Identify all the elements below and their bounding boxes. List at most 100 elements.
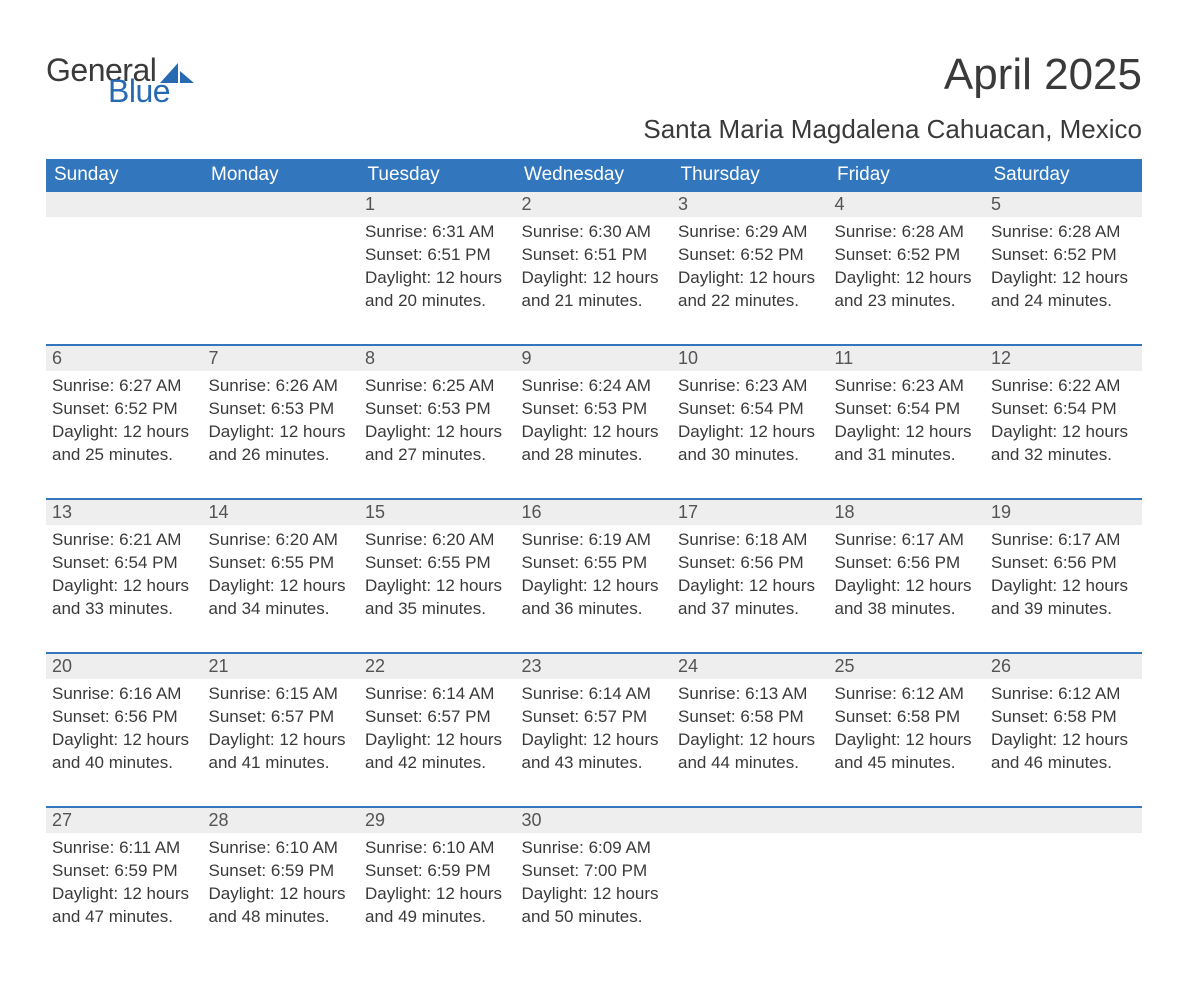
day-header: Friday (829, 159, 986, 192)
day-number-cell (672, 807, 829, 833)
location: Santa Maria Magdalena Cahuacan, Mexico (643, 114, 1142, 145)
day-number-cell: 24 (672, 653, 829, 679)
sunset-line: Sunset: 6:59 PM (52, 860, 197, 883)
sunset-line: Sunset: 6:57 PM (522, 706, 667, 729)
day-content-row: Sunrise: 6:16 AMSunset: 6:56 PMDaylight:… (46, 679, 1142, 807)
day-number-cell: 1 (359, 192, 516, 217)
daylight-line: Daylight: 12 hours and 44 minutes. (678, 729, 823, 775)
sunrise-line: Sunrise: 6:28 AM (835, 221, 980, 244)
day-header: Thursday (672, 159, 829, 192)
day-content-cell (46, 217, 203, 345)
daylight-line: Daylight: 12 hours and 24 minutes. (991, 267, 1136, 313)
day-header: Tuesday (359, 159, 516, 192)
sunset-line: Sunset: 6:58 PM (991, 706, 1136, 729)
sunrise-line: Sunrise: 6:21 AM (52, 529, 197, 552)
daylight-line: Daylight: 12 hours and 36 minutes. (522, 575, 667, 621)
sunrise-line: Sunrise: 6:27 AM (52, 375, 197, 398)
sunset-line: Sunset: 6:54 PM (52, 552, 197, 575)
logo: General Blue (46, 56, 194, 106)
day-number-cell: 21 (203, 653, 360, 679)
day-number-cell: 13 (46, 499, 203, 525)
day-content-row: Sunrise: 6:11 AMSunset: 6:59 PMDaylight:… (46, 833, 1142, 961)
day-content-cell: Sunrise: 6:17 AMSunset: 6:56 PMDaylight:… (985, 525, 1142, 653)
day-number-cell: 12 (985, 345, 1142, 371)
day-content-row: Sunrise: 6:21 AMSunset: 6:54 PMDaylight:… (46, 525, 1142, 653)
daylight-line: Daylight: 12 hours and 20 minutes. (365, 267, 510, 313)
daylight-line: Daylight: 12 hours and 50 minutes. (522, 883, 667, 929)
daylight-line: Daylight: 12 hours and 31 minutes. (835, 421, 980, 467)
day-content-row: Sunrise: 6:31 AMSunset: 6:51 PMDaylight:… (46, 217, 1142, 345)
daynum-row: 27282930 (46, 807, 1142, 833)
day-header: Saturday (985, 159, 1142, 192)
day-content-cell: Sunrise: 6:30 AMSunset: 6:51 PMDaylight:… (516, 217, 673, 345)
day-number-cell: 23 (516, 653, 673, 679)
day-content-cell (829, 833, 986, 961)
day-number-cell: 22 (359, 653, 516, 679)
sunrise-line: Sunrise: 6:12 AM (991, 683, 1136, 706)
day-content-cell: Sunrise: 6:17 AMSunset: 6:56 PMDaylight:… (829, 525, 986, 653)
sunrise-line: Sunrise: 6:09 AM (522, 837, 667, 860)
sunset-line: Sunset: 6:53 PM (365, 398, 510, 421)
day-content-cell: Sunrise: 6:22 AMSunset: 6:54 PMDaylight:… (985, 371, 1142, 499)
sunset-line: Sunset: 6:51 PM (522, 244, 667, 267)
day-number-cell: 5 (985, 192, 1142, 217)
day-number-cell: 2 (516, 192, 673, 217)
day-content-cell: Sunrise: 6:11 AMSunset: 6:59 PMDaylight:… (46, 833, 203, 961)
day-content-cell (672, 833, 829, 961)
sunset-line: Sunset: 6:54 PM (835, 398, 980, 421)
sunrise-line: Sunrise: 6:30 AM (522, 221, 667, 244)
day-content-cell (203, 217, 360, 345)
day-number-cell: 11 (829, 345, 986, 371)
daylight-line: Daylight: 12 hours and 22 minutes. (678, 267, 823, 313)
logo-text-blue: Blue (108, 77, 194, 106)
sunrise-line: Sunrise: 6:25 AM (365, 375, 510, 398)
day-number-cell: 29 (359, 807, 516, 833)
daynum-row: 12345 (46, 192, 1142, 217)
daylight-line: Daylight: 12 hours and 37 minutes. (678, 575, 823, 621)
day-content-cell: Sunrise: 6:24 AMSunset: 6:53 PMDaylight:… (516, 371, 673, 499)
sunset-line: Sunset: 6:55 PM (522, 552, 667, 575)
sunset-line: Sunset: 6:53 PM (209, 398, 354, 421)
day-number-cell (829, 807, 986, 833)
day-content-cell: Sunrise: 6:15 AMSunset: 6:57 PMDaylight:… (203, 679, 360, 807)
day-number-cell: 18 (829, 499, 986, 525)
day-content-cell: Sunrise: 6:19 AMSunset: 6:55 PMDaylight:… (516, 525, 673, 653)
daylight-line: Daylight: 12 hours and 23 minutes. (835, 267, 980, 313)
sunset-line: Sunset: 6:56 PM (835, 552, 980, 575)
daylight-line: Daylight: 12 hours and 43 minutes. (522, 729, 667, 775)
day-number-cell: 7 (203, 345, 360, 371)
daynum-row: 20212223242526 (46, 653, 1142, 679)
day-content-cell (985, 833, 1142, 961)
day-content-cell: Sunrise: 6:12 AMSunset: 6:58 PMDaylight:… (829, 679, 986, 807)
daylight-line: Daylight: 12 hours and 21 minutes. (522, 267, 667, 313)
day-number-cell: 10 (672, 345, 829, 371)
title-block: April 2025 Santa Maria Magdalena Cahuaca… (643, 40, 1142, 155)
sunset-line: Sunset: 6:54 PM (678, 398, 823, 421)
daylight-line: Daylight: 12 hours and 27 minutes. (365, 421, 510, 467)
sunset-line: Sunset: 6:51 PM (365, 244, 510, 267)
day-number-cell (203, 192, 360, 217)
sunrise-line: Sunrise: 6:16 AM (52, 683, 197, 706)
sunrise-line: Sunrise: 6:20 AM (209, 529, 354, 552)
daylight-line: Daylight: 12 hours and 42 minutes. (365, 729, 510, 775)
sunset-line: Sunset: 6:55 PM (209, 552, 354, 575)
sunset-line: Sunset: 7:00 PM (522, 860, 667, 883)
day-content-cell: Sunrise: 6:14 AMSunset: 6:57 PMDaylight:… (516, 679, 673, 807)
sunrise-line: Sunrise: 6:31 AM (365, 221, 510, 244)
daylight-line: Daylight: 12 hours and 32 minutes. (991, 421, 1136, 467)
day-number-cell: 30 (516, 807, 673, 833)
sunset-line: Sunset: 6:52 PM (52, 398, 197, 421)
day-number-cell: 16 (516, 499, 673, 525)
day-content-cell: Sunrise: 6:09 AMSunset: 7:00 PMDaylight:… (516, 833, 673, 961)
day-content-row: Sunrise: 6:27 AMSunset: 6:52 PM Daylight:… (46, 371, 1142, 499)
daylight-line: Daylight: 12 hours and 46 minutes. (991, 729, 1136, 775)
daylight-line: Daylight: 12 hours and 33 minutes. (52, 575, 197, 621)
sunrise-line: Sunrise: 6:28 AM (991, 221, 1136, 244)
day-content-cell: Sunrise: 6:20 AMSunset: 6:55 PMDaylight:… (359, 525, 516, 653)
day-content-cell: Sunrise: 6:31 AMSunset: 6:51 PMDaylight:… (359, 217, 516, 345)
daylight-line: Daylight: 12 hours and 35 minutes. (365, 575, 510, 621)
day-content-cell: Sunrise: 6:26 AMSunset: 6:53 PMDaylight:… (203, 371, 360, 499)
sunset-line: Sunset: 6:56 PM (991, 552, 1136, 575)
sunset-line: Sunset: 6:58 PM (678, 706, 823, 729)
daylight-line: Daylight: 12 hours and 40 minutes. (52, 729, 197, 775)
